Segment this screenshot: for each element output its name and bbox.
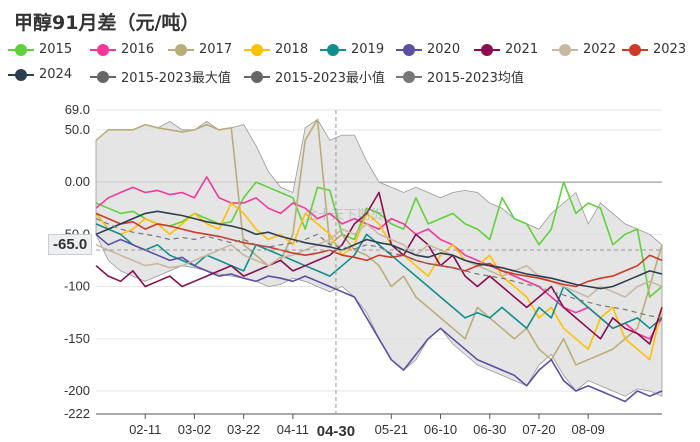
y-tick-label: 50.0	[65, 122, 90, 137]
legend-marker-icon	[622, 43, 648, 57]
x-tick-label: 07-20	[522, 422, 555, 437]
y-tick-label: -100	[64, 279, 90, 294]
series-line-8	[95, 223, 663, 298]
series-line-7	[95, 191, 663, 345]
legend-item-11[interactable]: 2015-2023最大值	[90, 67, 231, 86]
cursor-date-label: 04-30	[317, 423, 355, 440]
legend-marker-icon	[244, 70, 270, 84]
legend-label: 2017	[199, 42, 233, 57]
x-tick-label: 03-22	[227, 422, 260, 437]
legend-marker-icon	[396, 70, 422, 84]
x-tick-label: 06-30	[473, 422, 506, 437]
cursor-value-label: -65.0	[48, 234, 93, 255]
legend-label: 2015-2023均值	[427, 71, 524, 86]
legend-item-7[interactable]: 2021	[474, 42, 538, 57]
legend-marker-icon	[8, 43, 34, 57]
legend-label: 2016	[121, 42, 155, 57]
legend-marker-icon	[244, 43, 270, 57]
legend-marker-icon	[320, 43, 346, 57]
legend-item-4[interactable]: 2018	[244, 42, 308, 57]
legend-marker-icon	[396, 43, 422, 57]
series-line-9	[95, 212, 663, 288]
x-tick-label: 06-10	[424, 422, 457, 437]
legend-item-9[interactable]: 2023	[622, 42, 686, 57]
y-tick-label: -222	[64, 406, 90, 421]
legend-item-5[interactable]: 2019	[320, 42, 384, 57]
series-line-10	[95, 210, 663, 290]
legend-label: 2015-2023最大值	[121, 71, 231, 86]
legend-label: 2015	[39, 42, 73, 57]
legend-label: 2019	[351, 42, 385, 57]
legend-item-10[interactable]: 2024	[8, 67, 72, 82]
legend-label: 2023	[653, 42, 687, 57]
legend-marker-icon	[552, 43, 578, 57]
legend-marker-icon	[90, 70, 116, 84]
chart-title: 甲醇91月差（元/吨）	[14, 12, 200, 34]
legend-item-2[interactable]: 2016	[90, 42, 154, 57]
legend-label: 2015-2023最小值	[275, 71, 385, 86]
legend-item-3[interactable]: 2017	[168, 42, 232, 57]
legend-item-8[interactable]: 2022	[552, 42, 616, 57]
legend-label: 2018	[275, 42, 309, 57]
watermark: 金十天下期货	[305, 208, 384, 223]
legend-label: 2024	[39, 67, 73, 82]
x-tick-label: 02-11	[129, 422, 161, 437]
y-tick-label: -200	[64, 383, 90, 398]
series-line-2	[95, 176, 663, 340]
series-lines	[95, 118, 663, 403]
legend-marker-icon	[168, 43, 194, 57]
legend-label: 2022	[583, 42, 617, 57]
legend-item-12[interactable]: 2015-2023最小值	[244, 67, 385, 86]
x-tick-label: 03-02	[178, 422, 211, 437]
series-line-3	[95, 118, 663, 366]
legend-item-13[interactable]: 2015-2023均值	[396, 67, 524, 86]
x-tick-label: 08-09	[572, 422, 605, 437]
series-line-5	[95, 223, 663, 330]
y-tick-label: -150	[64, 331, 90, 346]
legend-marker-icon	[8, 68, 34, 82]
legend-label: 2021	[505, 42, 539, 57]
y-tick-label: 0.00	[65, 174, 90, 189]
x-tick-label: 04-11	[277, 422, 309, 437]
legend-marker-icon	[90, 43, 116, 57]
x-tick-label: 05-21	[375, 422, 408, 437]
legend-label: 2020	[427, 42, 461, 57]
legend-item-6[interactable]: 2020	[396, 42, 460, 57]
legend-item-1[interactable]: 2015	[8, 42, 72, 57]
y-tick-label: 69.0	[65, 102, 90, 117]
legend-marker-icon	[474, 43, 500, 57]
x-axis: 02-11 03-02 03-22 04-11 05-21 06-10 06-30 07-20…	[129, 414, 605, 437]
y-axis: 69.050.00.00-50.0-100-150-200-222	[60, 102, 90, 421]
